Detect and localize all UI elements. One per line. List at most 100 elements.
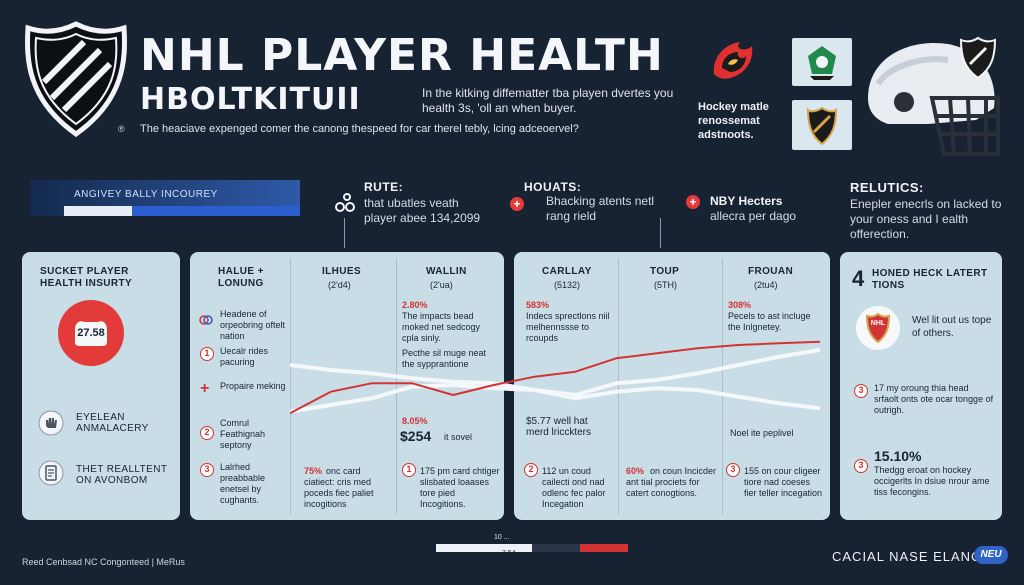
panel2-list-num: 1 <box>200 347 214 361</box>
panel1-item1: EYELEAN ANMALACERY <box>76 412 149 434</box>
relutics-title: RELUTICS: <box>850 180 924 195</box>
panel2-list-item: Headene of orpeobring oftelt nation <box>220 309 286 341</box>
panel2-value-pct: 8.05% <box>402 416 428 426</box>
panel2-stat-text: The impacts bead moked net sedcogy cpla … <box>402 311 481 343</box>
panel2-stat-pct: 2.80% <box>402 300 428 310</box>
team-logo-green-icon <box>808 46 836 80</box>
panel-latest <box>840 252 1002 520</box>
panel-chart-right <box>514 252 830 520</box>
panel4-item2: 17 my oroung thia head srfaolt onts ote … <box>874 383 994 415</box>
relutics-text: Enepler enecrls on lacked to your oness … <box>850 197 1002 241</box>
column-divider <box>618 258 619 514</box>
nhl-shield-logo <box>25 21 127 138</box>
panel2-list-num: 2 <box>200 426 214 440</box>
panel3-col3-title: FROUAN <box>748 266 794 277</box>
panel4-item1: Wel lit out us tope of others. <box>912 315 992 339</box>
panel2-col2-title: ILHUES <box>322 266 362 277</box>
panel2-value-big: $254 <box>400 428 432 444</box>
panel3-stat1-text: Indecs sprectlons niil melhennssse to rc… <box>526 311 610 343</box>
panel1-item2: THET REALLTENT ON AVONBOM <box>76 464 168 486</box>
panel3-bottom2-pct: 60% <box>626 466 645 476</box>
nhl-small-shield-icon <box>806 106 838 146</box>
panel2-list-item: Propaire meking <box>220 381 286 391</box>
panel2-col3-title: WALLIN <box>426 266 467 277</box>
footer-badge: NEU <box>974 546 1008 564</box>
houats-text: Bhacking atents netl rang rield <box>546 194 655 223</box>
panel4-item3-num: 3 <box>854 459 868 473</box>
intro-text: In the kitking diffematter tba playen dv… <box>422 86 674 115</box>
connector-line <box>344 218 345 248</box>
panel4-logo-text: NHL <box>870 320 886 327</box>
nby-title: NBY Hecters <box>710 194 783 208</box>
panel2-practice-text: Pecthe sil muge neat the sypprantione <box>402 348 487 369</box>
trend-chart <box>290 340 820 415</box>
molecule-icon <box>335 193 355 212</box>
column-divider <box>290 258 291 514</box>
panel3-bottom1-num: 2 <box>524 463 538 477</box>
hockey-helmet-icon <box>868 42 1000 156</box>
panel2-bottom1-pct: 75% <box>304 466 323 476</box>
panel4-title: HONED HECK LATERT TIONS <box>872 268 988 291</box>
scale-label: 10 ... <box>494 534 510 541</box>
insurance-bar-track <box>64 206 300 216</box>
panel4-logo-circle <box>856 306 900 350</box>
cross-icon: + <box>200 380 210 397</box>
panel3-col2-sub: (5TH) <box>654 280 677 290</box>
trend-line-0 <box>290 340 820 415</box>
panel4-item3-pct: 15.10% <box>874 448 922 464</box>
panel2-col3-sub: (2'ua) <box>430 280 453 290</box>
panel2-list-item: Uecalr rides pacuring <box>220 346 269 367</box>
panel3-bottom1-text: 112 un coud cailecti ond nad odlenc fec … <box>542 466 606 509</box>
panel3-bottom3-num: 3 <box>726 463 740 477</box>
scale-bar-white <box>436 544 532 552</box>
hockey-text: Hockey matle renossemat adstnoots. <box>698 101 769 141</box>
panel1-title: SUCKET PLAYER HEALTH INSURTY <box>40 266 133 289</box>
page-subtitle: HBOLTKITUII <box>140 82 361 117</box>
panel2-bottom2-text: 175 pm card chtiger slisbated loaases to… <box>420 466 500 509</box>
trend-line-2 <box>290 348 820 397</box>
panel2-list-num: 3 <box>200 463 214 477</box>
panel2-col1-title: HALUE + LONUNG <box>218 266 264 289</box>
houats-title: HOUATS: <box>524 180 582 194</box>
panel3-stat1-pct: 583% <box>526 300 550 310</box>
panel3-col1-title: CARLLAY <box>542 266 592 277</box>
rute-title: RUTE: <box>364 180 404 194</box>
panel3-stat2-text: Pecels to ast incluge the Inlgnetey. <box>728 311 811 332</box>
panel2-bottom2-num: 1 <box>402 463 416 477</box>
nby-text: allecra per dago <box>710 209 797 223</box>
column-divider <box>396 258 397 514</box>
panel3-bottom2-text: on coun Incicder ant tial prociets for c… <box>626 466 717 498</box>
panel4-shield-icon <box>865 312 891 344</box>
panel4-item3: Thedgg eroat on hockey occigerlts In dsi… <box>874 465 990 497</box>
panel3-col2-title: TOUP <box>650 266 680 277</box>
panel3-stat2-pct: 308% <box>728 300 752 310</box>
column-divider <box>722 258 723 514</box>
page-title: NHL PLAYER HEALTH <box>140 30 664 81</box>
insurance-badge-value: 27.58 <box>77 327 105 339</box>
link-icon <box>199 315 213 325</box>
description-text: The heaciave expenged comer the canong t… <box>140 123 579 135</box>
panel4-item2-num: 3 <box>854 384 868 398</box>
trend-line-1 <box>290 383 820 414</box>
footer-credit: Reed Cenbsad NC Congonteed | MeRus <box>22 557 185 567</box>
panel3-col3-sub: (2tu4) <box>754 280 778 290</box>
rute-text: that ubatles veath player abee 134,2099 <box>364 196 481 225</box>
document-icon <box>38 460 64 486</box>
plus-icon: + <box>510 197 524 211</box>
footer-title: CACIAL NASE ELANCER <box>832 549 1002 564</box>
team-logo-flame-icon <box>713 42 753 79</box>
scale-bar-red <box>580 544 628 552</box>
panel4-count: 4 <box>852 266 865 291</box>
team-logo-box <box>792 38 852 86</box>
insurance-bar-fill <box>64 206 132 216</box>
insurance-bar-label: ANGIVEY BALLY INCOUREY <box>74 189 218 200</box>
connector-line <box>660 218 661 248</box>
nhl-logo-box <box>792 100 852 150</box>
panel2-value-suffix: it sovel <box>444 432 473 442</box>
panel2-list-item: Lalrhed preabbable enetsel by cughants. <box>220 462 266 505</box>
nhl-mini-shield-icon <box>959 36 997 80</box>
panel3-note-text: Noel ite peplivel <box>730 428 794 438</box>
panel3-col1-sub: (5132) <box>554 280 581 290</box>
panel2-col2-sub: (2'd4) <box>328 280 351 290</box>
plus-icon: + <box>686 195 700 209</box>
